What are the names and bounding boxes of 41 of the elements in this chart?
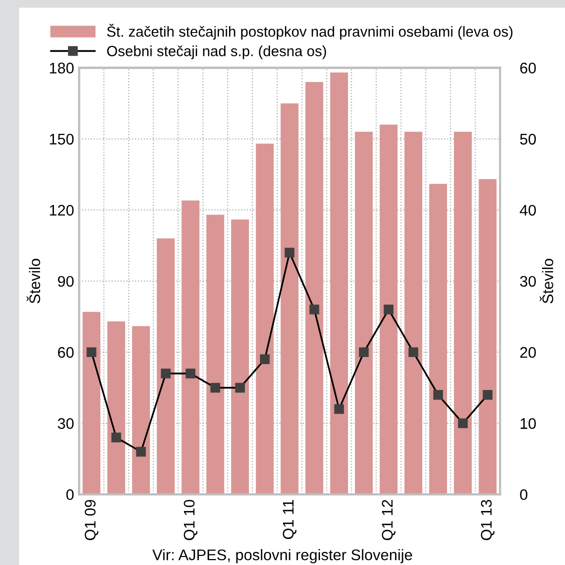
bar — [305, 82, 324, 494]
bar — [182, 200, 200, 494]
bar — [404, 132, 422, 494]
y-tick-label: 60 — [58, 347, 74, 358]
y2-tick-label: 20 — [520, 347, 536, 358]
legend-label: Osebni stečaji nad s.p. (desna os) — [107, 46, 326, 60]
bar — [82, 312, 100, 494]
y-tick-label: 180 — [50, 62, 74, 74]
y-tick-label: 150 — [50, 134, 74, 145]
y-tick-label: 90 — [58, 276, 74, 287]
y2-tick-label: 0 — [520, 489, 528, 500]
legend-label: Št. začetih stečajnih postopkov nad pravnimi osebami (leva os) — [107, 24, 512, 40]
bar — [256, 144, 274, 494]
y-tick-label: 120 — [50, 204, 74, 216]
y-tick-label: 30 — [58, 418, 74, 429]
y2-tick-label: 50 — [520, 134, 536, 145]
bar — [478, 179, 497, 494]
bar — [231, 219, 249, 494]
x-tick-label: Q1 11 — [282, 500, 296, 539]
bar — [107, 321, 126, 494]
bar — [330, 72, 348, 494]
y2-tick-label: 60 — [520, 62, 536, 74]
x-tick-label: Q1 09 — [84, 500, 98, 540]
x-tick-label: Q1 12 — [382, 500, 396, 540]
y2-tick-label: 40 — [520, 204, 536, 216]
bar — [280, 103, 298, 494]
text: Vir: AJPES, poslovni register Slovenije — [152, 549, 412, 564]
bar — [132, 326, 150, 494]
y2-tick-label: 10 — [520, 418, 536, 429]
bar — [156, 238, 175, 494]
bar — [354, 132, 373, 494]
y-axis-title: Število — [26, 258, 40, 304]
bar — [429, 184, 448, 494]
y-tick-label: 0 — [66, 489, 74, 500]
bar — [206, 214, 224, 494]
bar — [380, 124, 398, 494]
y2-axis-title: Število — [540, 258, 554, 304]
x-tick-label: Q1 13 — [480, 500, 494, 540]
x-tick-label: Q1 10 — [184, 500, 198, 540]
bar — [454, 132, 472, 494]
y2-tick-label: 30 — [520, 276, 536, 287]
